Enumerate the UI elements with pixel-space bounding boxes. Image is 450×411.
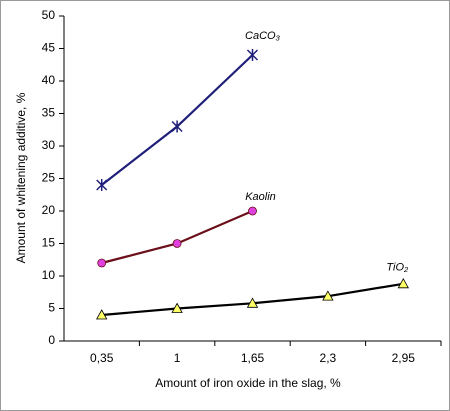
marker — [171, 302, 183, 313]
y-tick-label: 35 — [42, 106, 56, 120]
y-tick-label: 40 — [42, 73, 56, 87]
series-label: CaCO₃ — [245, 30, 281, 42]
y-tick-label: 50 — [42, 8, 56, 22]
y-tick-label: 30 — [42, 138, 56, 152]
y-tick-label: 5 — [48, 301, 55, 315]
x-tick-label: 2,3 — [320, 351, 337, 365]
series-label: Kaolin — [245, 191, 276, 203]
y-tick-label: 0 — [48, 333, 55, 347]
x-tick-label: 2,95 — [392, 351, 416, 365]
y-tick-label: 20 — [42, 203, 56, 217]
y-tick-label: 45 — [42, 41, 56, 55]
marker — [96, 309, 108, 320]
y-tick-label: 25 — [42, 171, 56, 185]
x-tick-label: 1 — [174, 351, 181, 365]
x-tick-label: 0,35 — [90, 351, 114, 365]
x-axis-label: Amount of iron oxide in the slag, % — [155, 376, 341, 390]
marker — [97, 258, 107, 268]
marker — [172, 239, 182, 248]
marker — [246, 49, 259, 61]
marker — [322, 290, 334, 301]
marker — [246, 297, 259, 308]
y-tick-label: 15 — [42, 236, 56, 250]
marker — [171, 120, 183, 133]
y-axis-label: Amount of whitening additive, % — [14, 92, 28, 263]
marker — [96, 179, 108, 191]
marker — [248, 206, 257, 216]
marker — [397, 277, 409, 289]
series-label: TiO₂ — [386, 262, 409, 274]
x-tick-label: 1,65 — [241, 351, 265, 365]
y-tick-label: 10 — [42, 268, 56, 282]
